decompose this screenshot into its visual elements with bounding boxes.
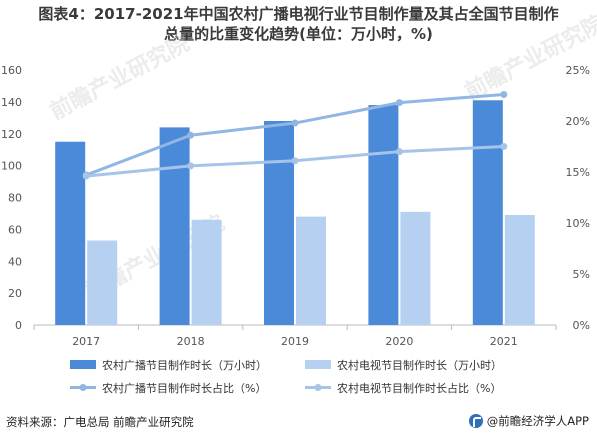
legend-label: 农村广播节目制作时长占比（%）: [102, 381, 266, 395]
brand-text: @前瞻经济学人APP: [486, 414, 589, 428]
point-broadcast-share: [395, 99, 403, 107]
point-broadcast-share: [500, 90, 508, 98]
x-axis-tick-label: 2018: [177, 335, 205, 348]
left-axis-tick-label: 0: [15, 319, 22, 332]
point-tv-share: [291, 157, 299, 165]
right-axis-tick-label: 15%: [566, 166, 590, 179]
x-axis-tick-label: 2020: [385, 335, 413, 348]
legend-swatch: [70, 360, 96, 369]
left-axis-tick-label: 120: [1, 128, 22, 141]
bar-tv-hours: [191, 219, 222, 325]
source-note: 资料来源：广电总局 前瞻产业研究院: [6, 415, 194, 429]
brand-logo-icon: [468, 414, 483, 428]
right-axis-tick-label: 0%: [573, 319, 590, 332]
left-axis-tick-label: 20: [8, 287, 22, 300]
watermark-text: 前瞻产业研究院: [461, 10, 597, 105]
right-axis-tick-label: 25%: [566, 64, 590, 77]
bar-broadcast-hours: [55, 141, 86, 325]
title-line-1: 图表4：2017-2021年中国农村广播电视行业节目制作量及其占全国节目制作: [38, 5, 559, 23]
point-broadcast-share: [291, 119, 299, 127]
x-axis-tick-label: 2021: [490, 335, 518, 348]
left-axis-tick-label: 140: [1, 96, 22, 109]
bar-broadcast-hours: [368, 105, 399, 325]
title-line-2: 总量的比重变化趋势(单位：万小时，%): [164, 25, 433, 43]
right-axis-tick-label: 20%: [566, 115, 590, 128]
x-axis-tick-label: 2019: [281, 335, 309, 348]
legend-label: 农村电视节目制作时长占比（%）: [337, 381, 501, 395]
bar-layer: [55, 100, 535, 325]
bar-broadcast-hours: [264, 121, 294, 325]
x-axis-tick-label: 2017: [72, 335, 100, 348]
bar-tv-hours: [87, 240, 118, 325]
bar-broadcast-hours: [472, 100, 503, 325]
legend: 农村广播节目制作时长（万小时） 农村电视节目制作时长（万小时） 农村广播节目制作时长…: [70, 358, 502, 395]
axis-layer: 0 20 40 60 80 100 120 140 160 0% 5% 10% 15% 20% 25% 201…: [1, 64, 590, 348]
legend-label: 农村广播节目制作时长（万小时）: [102, 358, 267, 372]
point-tv-share: [395, 148, 403, 156]
bar-broadcast-hours: [159, 127, 190, 325]
bar-tv-hours: [296, 216, 326, 325]
bar-tv-hours: [400, 211, 431, 325]
left-axis-tick-label: 60: [8, 223, 22, 236]
legend-swatch-marker: [314, 384, 322, 391]
left-axis-tick-label: 100: [1, 160, 22, 173]
left-axis-tick-label: 160: [1, 64, 22, 77]
right-axis-tick-label: 10%: [566, 217, 590, 230]
left-axis-tick-label: 80: [8, 192, 22, 205]
watermark-text: 前瞻产业研究院: [46, 30, 194, 125]
legend-label: 农村电视节目制作时长（万小时）: [337, 358, 502, 372]
legend-swatch-marker: [79, 384, 87, 391]
bar-tv-hours: [504, 215, 535, 325]
right-axis-tick-label: 5%: [573, 268, 590, 281]
point-broadcast-share: [187, 131, 195, 139]
chart-title: 图表4：2017-2021年中国农村广播电视行业节目制作量及其占全国节目制作 总…: [0, 4, 597, 44]
brand-credit: @前瞻经济学人APP: [468, 413, 589, 429]
legend-swatch: [305, 360, 331, 369]
point-tv-share: [82, 172, 90, 180]
line-layer: [82, 90, 508, 180]
left-axis-tick-label: 40: [8, 255, 22, 268]
point-tv-share: [187, 162, 195, 170]
point-tv-share: [500, 143, 508, 150]
